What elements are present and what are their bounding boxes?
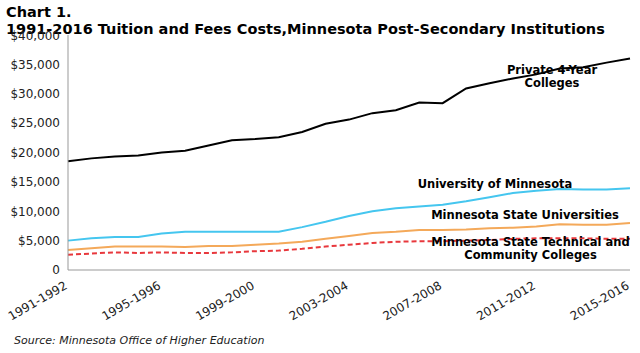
svg-text:2003-2004: 2003-2004 xyxy=(287,278,351,323)
svg-text:$15,000: $15,000 xyxy=(10,175,60,189)
svg-text:2007-2008: 2007-2008 xyxy=(381,278,445,323)
svg-text:$30,000: $30,000 xyxy=(10,87,60,101)
svg-text:1991-1992: 1991-1992 xyxy=(8,278,69,323)
svg-text:$5,000: $5,000 xyxy=(18,234,60,248)
svg-text:1999-2000: 1999-2000 xyxy=(193,278,257,323)
svg-text:$20,000: $20,000 xyxy=(10,146,60,160)
svg-text:$35,000: $35,000 xyxy=(10,58,60,72)
svg-text:0: 0 xyxy=(52,263,60,277)
svg-text:1995-1996: 1995-1996 xyxy=(100,278,164,323)
svg-text:$40,000: $40,000 xyxy=(10,29,60,43)
svg-text:2011-2012: 2011-2012 xyxy=(474,278,538,323)
svg-text:$10,000: $10,000 xyxy=(10,205,60,219)
svg-text:2015-2016: 2015-2016 xyxy=(568,278,632,323)
svg-text:$25,000: $25,000 xyxy=(10,116,60,130)
